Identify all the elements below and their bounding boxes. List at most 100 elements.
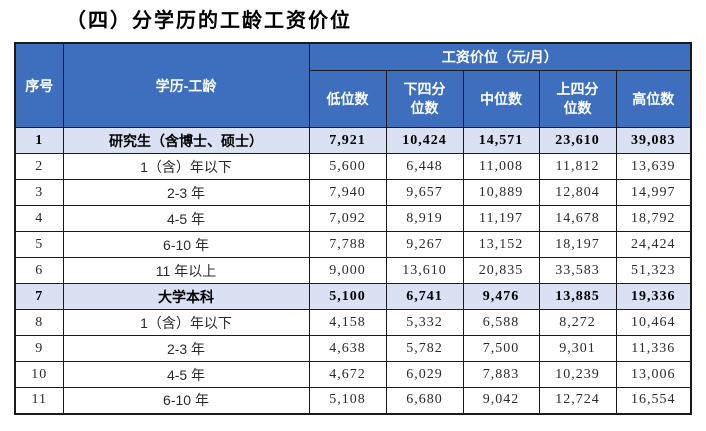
value-low: 4,158 bbox=[308, 309, 387, 336]
value-lower-quartile: 9,267 bbox=[385, 231, 464, 258]
header-stat-upper-quartile-label: 上四分位数 bbox=[556, 81, 599, 116]
table-row: 3 2-3 年 7,940 9,657 10,889 12,804 14,997 bbox=[14, 179, 692, 206]
header-stat-lower-quartile-label: 下四分位数 bbox=[403, 81, 446, 116]
value-low: 5,600 bbox=[308, 153, 387, 180]
value-upper-quartile: 33,583 bbox=[538, 257, 617, 284]
value-high: 18,792 bbox=[615, 205, 692, 232]
value-lower-quartile: 5,332 bbox=[385, 309, 464, 336]
row-seq: 4 bbox=[14, 205, 64, 232]
value-lower-quartile: 9,657 bbox=[385, 179, 464, 206]
table-row: 4 4-5 年 7,092 8,919 11,197 14,678 18,792 bbox=[14, 205, 692, 232]
table-row: 9 2-3 年 4,638 5,782 7,500 9,301 11,336 bbox=[14, 335, 692, 362]
row-label: 2-3 年 bbox=[62, 335, 310, 362]
value-median: 9,042 bbox=[462, 387, 540, 414]
value-lower-quartile: 8,919 bbox=[385, 205, 464, 232]
value-low: 9,000 bbox=[308, 257, 387, 284]
value-low: 4,672 bbox=[308, 361, 387, 388]
header-group-row: 序号 学历-工龄 工资价位（元/月） bbox=[14, 42, 692, 128]
row-seq: 8 bbox=[14, 309, 64, 336]
header-stat-low: 低位数 bbox=[308, 70, 387, 128]
value-upper-quartile: 14,678 bbox=[538, 205, 617, 232]
value-lower-quartile: 6,029 bbox=[385, 361, 464, 388]
row-seq: 1 bbox=[14, 127, 64, 154]
table-row: 2 1（含）年以下 5,600 6,448 11,008 11,812 13,6… bbox=[14, 153, 692, 180]
table-row: 5 6-10 年 7,788 9,267 13,152 18,197 24,42… bbox=[14, 231, 692, 258]
value-lower-quartile: 5,782 bbox=[385, 335, 464, 362]
row-seq: 6 bbox=[14, 257, 64, 284]
table-row: 8 1（含）年以下 4,158 5,332 6,588 8,272 10,464 bbox=[14, 309, 692, 336]
value-high: 19,336 bbox=[615, 283, 692, 310]
table-row: 11 6-10 年 5,108 6,680 9,042 12,724 16,55… bbox=[14, 387, 692, 414]
row-label: 2-3 年 bbox=[62, 179, 310, 206]
header-stat-lower-quartile: 下四分位数 bbox=[385, 70, 464, 128]
table-row: 1 研究生（含博士、硕士） 7,921 10,424 14,571 23,610… bbox=[14, 127, 692, 154]
header-category: 学历-工龄 bbox=[62, 42, 310, 128]
row-seq: 7 bbox=[14, 283, 64, 310]
value-upper-quartile: 13,885 bbox=[538, 283, 617, 310]
value-upper-quartile: 8,272 bbox=[538, 309, 617, 336]
value-low: 7,940 bbox=[308, 179, 387, 206]
header-stat-high: 高位数 bbox=[615, 70, 692, 128]
value-high: 51,323 bbox=[615, 257, 692, 284]
value-median: 20,835 bbox=[462, 257, 540, 284]
value-high: 14,997 bbox=[615, 179, 692, 206]
row-seq: 5 bbox=[14, 231, 64, 258]
row-label: 6-10 年 bbox=[62, 231, 310, 258]
value-high: 24,424 bbox=[615, 231, 692, 258]
row-seq: 9 bbox=[14, 335, 64, 362]
row-label: 4-5 年 bbox=[62, 361, 310, 388]
value-lower-quartile: 6,680 bbox=[385, 387, 464, 414]
table-row: 10 4-5 年 4,672 6,029 7,883 10,239 13,006 bbox=[14, 361, 692, 388]
value-high: 16,554 bbox=[615, 387, 692, 414]
value-high: 39,083 bbox=[615, 127, 692, 154]
table-row: 7 大学本科 5,100 6,741 9,476 13,885 19,336 bbox=[14, 283, 692, 310]
header-wage-group: 工资价位（元/月） bbox=[308, 42, 692, 71]
value-lower-quartile: 6,448 bbox=[385, 153, 464, 180]
row-label: 6-10 年 bbox=[62, 387, 310, 414]
value-low: 5,100 bbox=[308, 283, 387, 310]
row-seq: 11 bbox=[14, 387, 64, 414]
value-upper-quartile: 23,610 bbox=[538, 127, 617, 154]
value-upper-quartile: 12,804 bbox=[538, 179, 617, 206]
value-high: 13,006 bbox=[615, 361, 692, 388]
value-upper-quartile: 12,724 bbox=[538, 387, 617, 414]
value-high: 11,336 bbox=[615, 335, 692, 362]
table-row: 6 11 年以上 9,000 13,610 20,835 33,583 51,3… bbox=[14, 257, 692, 284]
row-label: 研究生（含博士、硕士） bbox=[62, 127, 310, 154]
value-upper-quartile: 10,239 bbox=[538, 361, 617, 388]
header-stat-median: 中位数 bbox=[462, 70, 540, 128]
value-upper-quartile: 9,301 bbox=[538, 335, 617, 362]
row-seq: 10 bbox=[14, 361, 64, 388]
value-high: 13,639 bbox=[615, 153, 692, 180]
value-median: 7,883 bbox=[462, 361, 540, 388]
value-median: 10,889 bbox=[462, 179, 540, 206]
value-lower-quartile: 13,610 bbox=[385, 257, 464, 284]
value-median: 11,197 bbox=[462, 205, 540, 232]
value-lower-quartile: 10,424 bbox=[385, 127, 464, 154]
value-high: 10,464 bbox=[615, 309, 692, 336]
header-stat-upper-quartile: 上四分位数 bbox=[538, 70, 617, 128]
value-low: 4,638 bbox=[308, 335, 387, 362]
value-upper-quartile: 11,812 bbox=[538, 153, 617, 180]
value-low: 7,921 bbox=[308, 127, 387, 154]
value-median: 11,008 bbox=[462, 153, 540, 180]
value-low: 5,108 bbox=[308, 387, 387, 414]
row-label: 11 年以上 bbox=[62, 257, 310, 284]
row-label: 1（含）年以下 bbox=[62, 153, 310, 180]
header-seq: 序号 bbox=[14, 42, 64, 128]
value-median: 7,500 bbox=[462, 335, 540, 362]
row-label: 1（含）年以下 bbox=[62, 309, 310, 336]
row-seq: 2 bbox=[14, 153, 64, 180]
row-label: 4-5 年 bbox=[62, 205, 310, 232]
row-seq: 3 bbox=[14, 179, 64, 206]
value-median: 13,152 bbox=[462, 231, 540, 258]
value-low: 7,788 bbox=[308, 231, 387, 258]
wage-table: 序号 学历-工龄 工资价位（元/月） 低位数 下四分位数 中位数 上四分位数 高… bbox=[14, 42, 693, 415]
row-label: 大学本科 bbox=[62, 283, 310, 310]
value-low: 7,092 bbox=[308, 205, 387, 232]
value-median: 14,571 bbox=[462, 127, 540, 154]
header-stat-row: 低位数 下四分位数 中位数 上四分位数 高位数 bbox=[15, 70, 692, 128]
value-median: 9,476 bbox=[462, 283, 540, 310]
value-median: 6,588 bbox=[462, 309, 540, 336]
value-upper-quartile: 18,197 bbox=[538, 231, 617, 258]
